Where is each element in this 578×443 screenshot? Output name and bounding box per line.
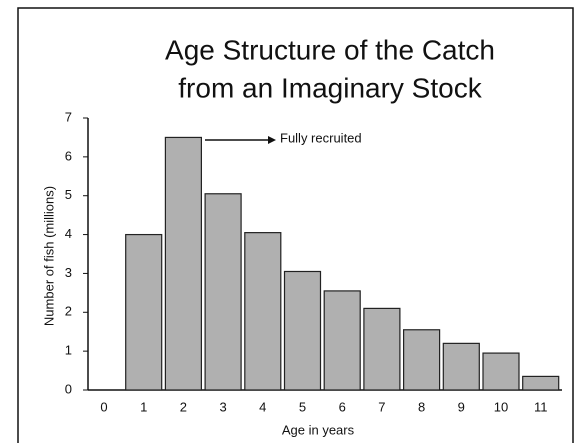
y-tick-label: 4: [65, 226, 72, 241]
bar: [204, 193, 242, 391]
y-tick-label: 5: [65, 187, 72, 202]
chart-title: from an Imaginary Stock: [178, 72, 482, 103]
x-tick-label: 2: [180, 399, 187, 414]
y-tick-label: 1: [65, 343, 72, 358]
bar: [323, 290, 361, 391]
y-tick-label: 7: [65, 109, 72, 124]
frame: [17, 7, 574, 443]
x-tick-label: 6: [339, 399, 346, 414]
annotation: Fully recruited: [280, 130, 362, 145]
arrow-head: [268, 136, 276, 144]
x-tick-label: 8: [418, 399, 425, 414]
y-tick-label: 2: [65, 304, 72, 319]
x-tick-label: 4: [259, 399, 266, 414]
bar: [125, 233, 163, 391]
x-tick-label: 1: [140, 399, 147, 414]
x-axis-label: Age in years: [282, 422, 355, 437]
bar: [283, 270, 322, 391]
x-tick-label: 7: [378, 399, 385, 414]
bar: [363, 307, 401, 391]
bar: [482, 352, 520, 391]
x-tick-label: 11: [534, 399, 548, 414]
x-tick-label: 9: [458, 399, 465, 414]
x-tick-label: 5: [299, 399, 306, 414]
bar: [164, 136, 202, 391]
chart-title: Age Structure of the Catch: [165, 34, 495, 65]
bar: [442, 342, 480, 391]
y-axis-label: Number of fish (millions): [41, 186, 56, 326]
y-tick-label: 0: [65, 381, 72, 396]
y-tick-label: 6: [65, 148, 72, 163]
bar: [403, 329, 441, 391]
x-tick-label: 10: [494, 399, 508, 414]
x-tick-label: 3: [219, 399, 226, 414]
y-tick-label: 3: [65, 265, 72, 280]
bar: [522, 375, 560, 391]
bar: [244, 232, 282, 391]
x-tick-label: 0: [100, 399, 107, 414]
